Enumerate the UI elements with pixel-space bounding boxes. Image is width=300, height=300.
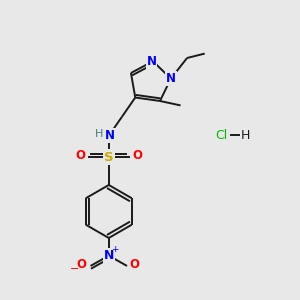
Text: N: N — [105, 129, 115, 142]
Text: O: O — [132, 149, 142, 162]
Text: O: O — [75, 149, 85, 162]
Text: +: + — [111, 245, 118, 254]
Text: S: S — [104, 151, 114, 164]
Text: H: H — [95, 129, 103, 139]
Text: N: N — [166, 72, 176, 85]
Text: N: N — [146, 55, 157, 68]
Text: H: H — [241, 129, 250, 142]
Text: O: O — [129, 258, 140, 271]
Text: Cl: Cl — [215, 129, 227, 142]
Text: −: − — [70, 265, 79, 275]
Text: O: O — [77, 258, 87, 271]
Text: N: N — [103, 249, 114, 262]
